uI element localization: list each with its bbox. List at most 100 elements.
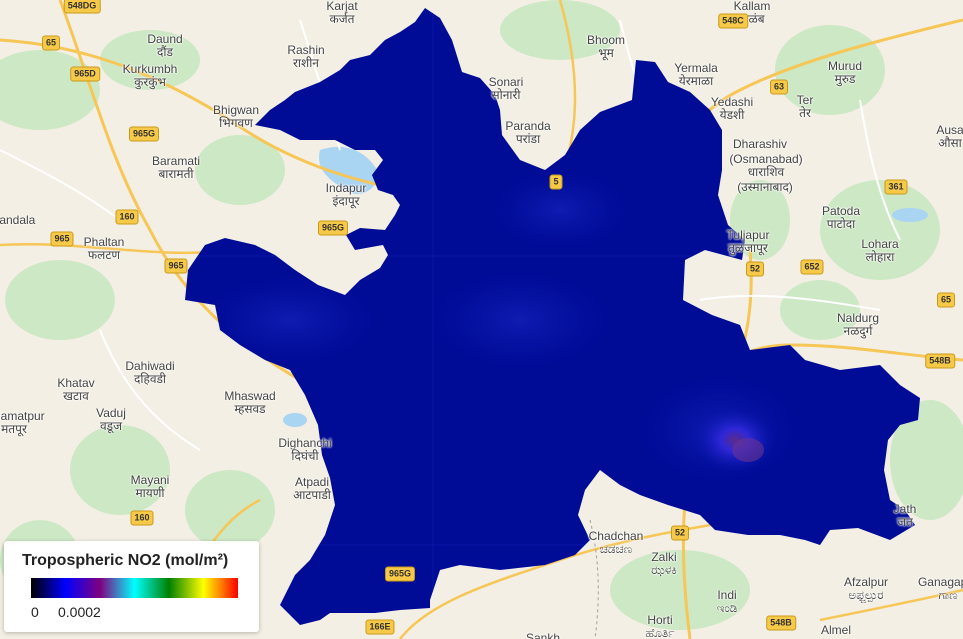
place-name: Sankh xyxy=(525,631,561,639)
road-shield: 548B xyxy=(925,353,955,369)
place-label: Sankh xyxy=(526,632,560,639)
place-label: Yedashi येडशी xyxy=(711,96,753,122)
place-name: Yermala xyxy=(674,61,718,75)
road-shield: 548DG xyxy=(63,0,101,14)
place-label: Naldurg नळदुर्ग xyxy=(837,312,879,338)
place-native-name: नळदुर्ग xyxy=(843,324,873,338)
place-label: Atpadi आटपाडी xyxy=(293,476,331,502)
place-native-name: दौंड xyxy=(157,45,173,59)
place-label: Yermala येरमाळा xyxy=(674,62,718,88)
place-native-name: ಚಡಚಣ xyxy=(599,542,633,556)
place-name: Dighanchi xyxy=(278,436,332,450)
place-name: Patoda xyxy=(821,204,861,218)
place-name: Chadchan xyxy=(588,529,644,543)
place-native-name: दिघंची xyxy=(291,449,319,463)
place-label: Jath जत xyxy=(894,503,917,529)
road-shield: 160 xyxy=(115,209,139,225)
road-shield: 965G xyxy=(128,126,160,142)
place-label: Bhigwan भिगवण xyxy=(213,104,259,130)
place-name: Bhigwan xyxy=(212,103,260,117)
place-name: Indi xyxy=(717,588,737,602)
place-name: Indapur xyxy=(325,181,367,195)
road-shield: 166E xyxy=(365,619,395,635)
road-shield: 52 xyxy=(745,261,765,277)
legend-color-bar xyxy=(31,578,238,598)
road-shield: 5 xyxy=(549,174,563,190)
road-shield: 65 xyxy=(936,292,956,308)
place-native-name: येरमाळा xyxy=(678,74,714,88)
place-name: Aalamatpur xyxy=(0,409,45,423)
place-native-name: फलटण xyxy=(87,248,121,262)
place-name: (Osmanabad) xyxy=(729,152,803,166)
place-label: Dharashiv xyxy=(733,138,787,151)
place-native-name: लोहारा xyxy=(865,250,895,264)
place-native-name: तेर xyxy=(799,106,811,120)
place-native-name: भिगवण xyxy=(219,116,253,130)
place-native-name: कर्जत xyxy=(329,12,355,26)
place-name: Dharashiv xyxy=(732,137,788,151)
place-native-name: मायणी xyxy=(135,486,165,500)
place-native-name: दहिवडी xyxy=(133,372,167,386)
place-name: Daund xyxy=(147,32,183,46)
place-label: Ausa औसा xyxy=(936,124,963,150)
place-name: Atpadi xyxy=(294,475,330,489)
road-shield: 965G xyxy=(384,566,416,582)
place-label: Almel xyxy=(821,624,851,637)
place-label: Chadchan ಚಡಚಣ xyxy=(589,530,644,556)
place-label: Mhaswad म्हसवड xyxy=(224,390,275,416)
place-name: Ausa xyxy=(936,123,963,137)
road-shield: 63 xyxy=(769,79,789,95)
legend-min-label: 0 xyxy=(31,604,39,620)
place-name: Bhoom xyxy=(586,33,626,47)
place-name: Horti xyxy=(647,613,673,627)
place-name: Jath xyxy=(893,502,917,516)
place-label: Patoda पाटोदा xyxy=(822,205,860,231)
place-label: Kurkumbh कुरकुंभ xyxy=(123,63,178,89)
place-name: Afzalpur xyxy=(843,575,889,589)
place-native-name: मुरुड xyxy=(834,72,856,86)
place-label: Dighanchi दिघंची xyxy=(278,437,331,463)
road-shield: 965G xyxy=(317,220,349,236)
place-native-name: परांडा xyxy=(515,132,541,146)
place-label: Aalamatpurमतपूर xyxy=(0,410,45,436)
place-native-name: राशीन xyxy=(293,56,319,70)
place-label: Sonari सोनारी xyxy=(489,76,524,102)
place-label: Karjat कर्जत xyxy=(326,0,357,26)
place-name: Tuljapur xyxy=(726,228,770,242)
road-shield: 52 xyxy=(670,525,690,541)
place-label: (उस्मानाबाद) xyxy=(737,181,793,194)
place-label: Baramati बारामती xyxy=(152,155,200,181)
place-native-name: ಅಫ್ಜಲ್ಪುರ xyxy=(848,588,884,602)
road-shield: 965D xyxy=(70,66,100,82)
place-native-name: म्हसवड xyxy=(234,402,266,416)
place-label: Khandala xyxy=(0,214,35,227)
place-label: Khatav खटाव xyxy=(57,377,94,403)
map-legend: Tropospheric NO2 (mol/m²) 0 0.0002 xyxy=(4,541,259,632)
place-name: (उस्मानाबाद) xyxy=(737,180,793,194)
place-name: Dahiwadi xyxy=(125,359,175,373)
place-label: Indapur इंदापूर xyxy=(326,182,367,208)
place-label: (Osmanabad) धाराशिव xyxy=(729,153,802,179)
place-label: Murud मुरुड xyxy=(828,60,862,86)
place-native-name: मतपूर xyxy=(1,422,27,436)
place-name: Zalki xyxy=(651,550,677,564)
place-native-name: ಝಳಕಿ xyxy=(651,563,677,577)
place-native-name: भूम xyxy=(598,46,614,60)
place-name: Kallam xyxy=(733,0,771,13)
place-name: Karjat xyxy=(326,0,358,13)
place-name: Yedashi xyxy=(710,95,754,109)
place-native-name: तुळजापूर xyxy=(728,241,768,255)
place-name: Mhaswad xyxy=(224,389,276,403)
road-shield: 361 xyxy=(884,179,908,195)
place-native-name: सोनारी xyxy=(491,88,521,102)
place-native-name: ಗಾಣ xyxy=(938,588,958,602)
place-label: Bhoom भूम xyxy=(587,34,625,60)
place-native-name: कुरकुंभ xyxy=(134,75,166,89)
place-label: Ganagapurಗಾಣ xyxy=(918,576,963,602)
place-native-name: ಇಂಡಿ xyxy=(716,601,738,615)
place-name: Naldurg xyxy=(836,311,880,325)
place-name: Vaduj xyxy=(96,406,126,420)
place-native-name: जत xyxy=(897,515,913,529)
